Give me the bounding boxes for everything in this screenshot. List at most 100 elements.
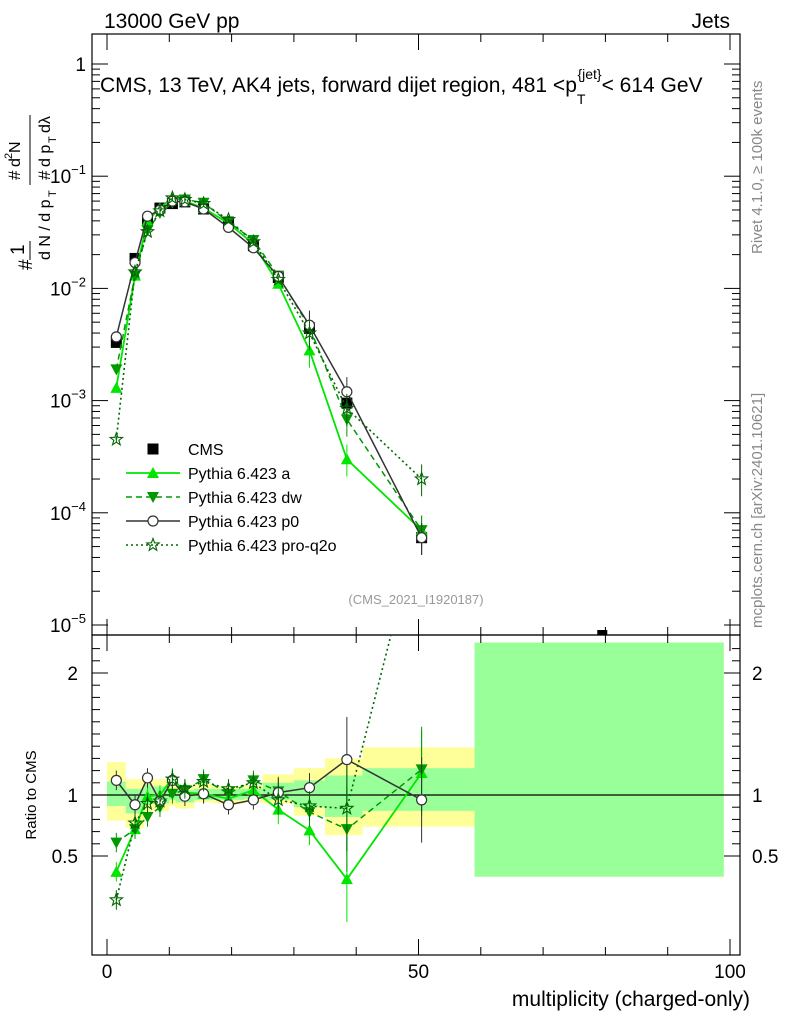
main-series-proq2o	[108, 189, 430, 497]
ratio-point-dw	[141, 811, 154, 823]
ratio-point-p0	[222, 799, 235, 811]
side-label-rivet: Rivet 4.1.0, ≥ 100k events	[749, 81, 766, 254]
ratio-point-proq2o	[220, 780, 237, 796]
legend-label-proq2o: Pythia 6.423 pro-q2o	[188, 538, 337, 555]
main-y-tick-label-top: 1	[75, 55, 86, 76]
main-point-data-edge	[597, 630, 608, 635]
svg-text:d: d	[7, 158, 24, 167]
svg-text:T: T	[47, 136, 59, 143]
ratio-point-proq2o	[245, 774, 262, 790]
main-point-proq2o	[245, 233, 262, 249]
ratio-y-tick-label-right: 0.5	[752, 847, 778, 868]
legend-marker-dw	[147, 492, 159, 503]
svg-text:#: #	[35, 170, 54, 180]
main-point-proq2o	[301, 324, 318, 340]
ratio-uncertainty-bands	[92, 642, 740, 877]
main-y-axis: 10−1 10−2 10−3 10−4 10−5 1	[50, 55, 740, 637]
legend-marker-p0	[147, 515, 159, 527]
svg-text:#: #	[16, 259, 37, 270]
ratio-point-p0	[110, 774, 122, 786]
main-point-p0	[141, 210, 154, 222]
main-point-proq2o	[108, 431, 125, 447]
main-point-proq2o	[177, 191, 193, 207]
main-line-proq2o	[115, 197, 423, 480]
ratio-point-proq2o	[301, 797, 318, 813]
main-point-proq2o	[413, 470, 430, 486]
legend-marker-data	[147, 443, 159, 455]
ratio-series-layer	[108, 635, 428, 922]
main-series-layer	[108, 189, 608, 635]
ratio-y-tick-label-right: 2	[752, 664, 763, 685]
header-right-label: Jets	[691, 10, 730, 33]
ratio-point-p0	[303, 782, 316, 794]
main-point-p0	[110, 331, 122, 343]
ratio-line-proq2o	[115, 635, 392, 901]
ratio-point-proq2o	[108, 891, 124, 907]
ratio-y-axis: 0.5 0.5 1 1 2 2	[52, 648, 778, 868]
ratio-point-p0	[141, 772, 154, 784]
ratio-point-proq2o	[152, 792, 168, 808]
main-point-a	[272, 277, 285, 289]
analysis-id-label: (CMS_2021_I1920187)	[348, 592, 483, 607]
legend-marker-a	[147, 467, 159, 478]
legend-marker-proq2o	[145, 536, 161, 552]
main-point-proq2o	[152, 202, 168, 218]
svg-text:T: T	[47, 190, 59, 197]
main-point-proq2o	[339, 400, 355, 416]
ratio-point-proq2o	[177, 780, 193, 796]
ratio-series-proq2o	[108, 635, 392, 910]
main-point-proq2o	[139, 223, 156, 239]
main-point-proq2o	[195, 195, 212, 211]
legend-label-data: CMS	[188, 442, 224, 459]
main-point-a	[110, 381, 123, 393]
main-y-tick-label: 10−5	[50, 611, 86, 637]
x-axis: 0 50 100	[102, 34, 746, 983]
legend-entry-p0: Pythia 6.423 p0	[126, 514, 299, 531]
ratio-point-proq2o	[270, 791, 287, 807]
svg-text:#: #	[5, 170, 24, 180]
svg-text:N: N	[7, 141, 24, 153]
ratio-y-tick-label: 0.5	[52, 847, 78, 868]
ratio-point-a	[303, 824, 316, 836]
main-point-proq2o	[270, 271, 286, 287]
svg-text:2: 2	[3, 153, 15, 159]
main-y-tick-label: 10−2	[50, 274, 86, 300]
ratio-point-a	[110, 865, 123, 877]
ratio-point-proq2o	[164, 770, 181, 786]
x-tick-label: 0	[102, 962, 113, 983]
side-label-mcplots: mcplots.cern.ch [arXiv:2401.10621]	[749, 393, 766, 628]
ratio-point-p0	[247, 794, 260, 806]
ratio-point-proq2o	[139, 795, 156, 811]
main-point-proq2o	[127, 263, 143, 279]
svg-text:d N / d p: d N / d p	[37, 199, 54, 260]
plot-title: CMS, 13 TeV, AK4 jets, forward dijet reg…	[100, 66, 703, 107]
band-green-segment	[474, 642, 724, 877]
ratio-point-proq2o	[195, 773, 212, 789]
legend-entry-dw: Pythia 6.423 dw	[126, 490, 302, 507]
x-tick-label: 100	[714, 962, 746, 983]
main-y-tick-label: 10−3	[50, 387, 86, 413]
main-point-proq2o	[220, 211, 237, 227]
ratio-point-proq2o	[339, 800, 355, 816]
legend-entry-proq2o: Pythia 6.423 pro-q2o	[126, 536, 337, 555]
main-point-a	[340, 453, 353, 465]
main-y-axis-label: # 1 d N / d p T # d 2 N # d p T dλ	[3, 115, 59, 270]
ratio-y-axis-label: Ratio to CMS	[23, 750, 40, 839]
ratio-point-a	[340, 873, 353, 885]
ratio-y-tick-label-right: 1	[752, 786, 763, 807]
svg-text:1: 1	[8, 244, 29, 255]
main-point-proq2o	[164, 189, 181, 205]
legend-label-dw: Pythia 6.423 dw	[188, 490, 302, 507]
ratio-point-p0	[341, 754, 353, 766]
main-point-p0	[416, 532, 428, 544]
ratio-point-proq2o	[127, 815, 143, 830]
legend-label-a: Pythia 6.423 a	[188, 466, 290, 483]
legend-entry-a: Pythia 6.423 a	[126, 466, 290, 483]
main-point-dw	[110, 364, 123, 376]
ratio-y-tick-label: 2	[67, 664, 78, 685]
svg-text:d p: d p	[37, 145, 54, 167]
x-tick-label: 50	[408, 962, 429, 983]
ratio-point-p0	[129, 799, 141, 811]
